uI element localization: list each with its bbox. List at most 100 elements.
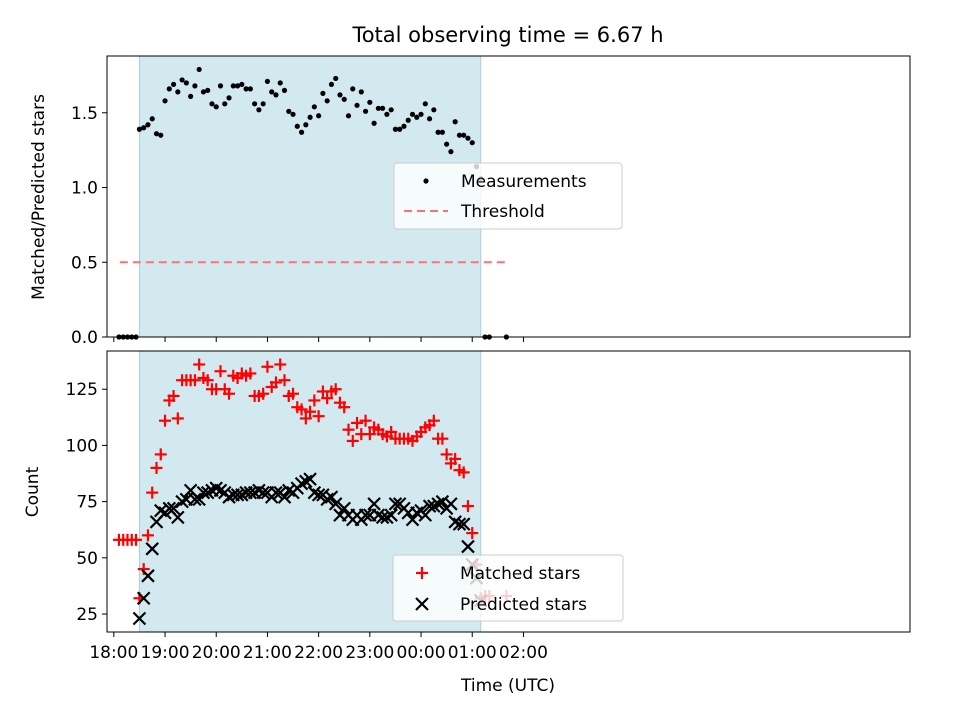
bottom-legend: Matched stars Predicted stars — [392, 554, 624, 622]
measurement-point — [316, 113, 322, 119]
y-tick-label: 100 — [66, 436, 98, 456]
predicted-star-point — [269, 485, 283, 500]
bottom-axes: 18:00 19:00 20:00 21:00 22:00 23:00 00:00 01:00… — [66, 380, 548, 663]
measurement-point — [269, 89, 275, 95]
legend-measurements-label: Measurements — [461, 172, 587, 192]
bottom-legend-box — [392, 554, 624, 622]
measurement-point — [422, 101, 428, 107]
measurement-point — [435, 129, 441, 135]
matched-star-point — [351, 416, 364, 429]
measurement-point — [175, 89, 181, 95]
predicted-star-point — [145, 542, 160, 556]
measurement-point — [170, 81, 177, 87]
legend-matched-label: Matched stars — [460, 564, 580, 584]
measurement-point — [405, 117, 411, 123]
matched-star-point — [193, 358, 206, 371]
matched-star-point — [269, 376, 282, 389]
measurement-point — [247, 86, 253, 92]
measurement-point — [192, 83, 198, 89]
predicted-star-point — [277, 490, 292, 504]
predicted-star-point — [188, 492, 202, 507]
predicted-star-point — [171, 510, 185, 525]
matched-star-point — [449, 452, 462, 465]
predicted-star-point — [422, 499, 437, 513]
measurement-point — [409, 111, 416, 117]
measurement-point — [277, 80, 283, 86]
measurement-point — [188, 93, 194, 99]
measurement-point — [256, 107, 262, 113]
measurement-point — [294, 123, 300, 129]
measurement-point — [252, 101, 258, 107]
predicted-star-point — [367, 497, 381, 511]
measurement-point — [465, 135, 471, 141]
measurement-point — [328, 81, 335, 87]
top-y-axis-label: Matched/Predicted stars — [29, 94, 49, 300]
matched-star-point — [244, 367, 257, 380]
matched-star-point — [359, 414, 372, 427]
predicted-star-point — [132, 611, 147, 626]
matched-star-point — [321, 392, 334, 405]
predicted-star-point — [136, 591, 151, 606]
bottom-plot-area — [112, 351, 513, 632]
top-axes-frame — [106, 55, 911, 338]
matched-star-point — [308, 394, 321, 407]
matched-star-point — [385, 425, 398, 438]
matched-star-point — [201, 374, 214, 387]
matched-star-point — [214, 365, 227, 378]
legend-threshold-label: Threshold — [460, 202, 545, 222]
measurement-point — [431, 107, 437, 113]
measurement-point — [213, 104, 219, 110]
matched-star-point — [188, 374, 201, 387]
measurement-point — [230, 83, 236, 89]
measurement-point — [461, 132, 467, 138]
matched-star-point — [436, 432, 449, 445]
y-tick-label: 1.0 — [71, 179, 98, 199]
measurement-point — [153, 131, 160, 137]
predicted-star-point — [324, 490, 339, 504]
measurement-point — [320, 90, 326, 96]
measurement-point — [392, 126, 399, 132]
predicted-star-point — [303, 472, 317, 486]
matched-star-point — [338, 401, 351, 414]
measurement-point — [362, 108, 369, 114]
matched-star-point — [167, 389, 180, 402]
legend-matched-marker — [416, 567, 428, 579]
measurement-point — [136, 126, 143, 132]
predicted-star-point — [166, 501, 181, 516]
measurement-point — [367, 99, 373, 105]
predicted-star-point — [388, 497, 403, 511]
x-tick-label: 21:00 — [243, 643, 292, 663]
matched-star-point — [312, 410, 325, 423]
measurement-point — [260, 101, 266, 107]
matched-star-point — [154, 448, 167, 461]
measurement-point — [286, 108, 292, 114]
matched-star-point — [461, 500, 474, 513]
matched-star-point — [130, 533, 143, 546]
measurement-point — [158, 132, 164, 138]
x-tick-label: 00:00 — [397, 643, 446, 663]
matched-star-point — [299, 412, 312, 425]
y-tick-label: 0.5 — [71, 253, 98, 273]
matched-star-point — [342, 423, 355, 436]
bottom-y-axis-label: Count — [23, 466, 43, 517]
measurement-point — [358, 89, 364, 95]
predicted-star-point — [384, 508, 398, 522]
predicted-star-point — [337, 501, 352, 516]
legend-measurements-marker — [423, 178, 429, 184]
predicted-star-point — [243, 485, 258, 500]
top-legend: Measurements Threshold — [393, 162, 623, 230]
measurement-point — [145, 122, 151, 128]
measurement-point — [290, 111, 296, 117]
predicted-star-point — [141, 569, 155, 583]
matched-star-point — [295, 403, 308, 416]
measurement-point — [239, 81, 245, 87]
predicted-star-point — [444, 497, 458, 511]
x-tick-label: 23:00 — [345, 643, 394, 663]
measurement-point — [384, 111, 390, 117]
predicted-star-point — [311, 488, 326, 502]
x-tick-label: 18:00 — [89, 643, 138, 663]
measurement-point — [179, 77, 185, 83]
measurement-point — [414, 114, 420, 120]
predicted-star-point — [256, 485, 270, 500]
measurement-point — [149, 116, 155, 122]
